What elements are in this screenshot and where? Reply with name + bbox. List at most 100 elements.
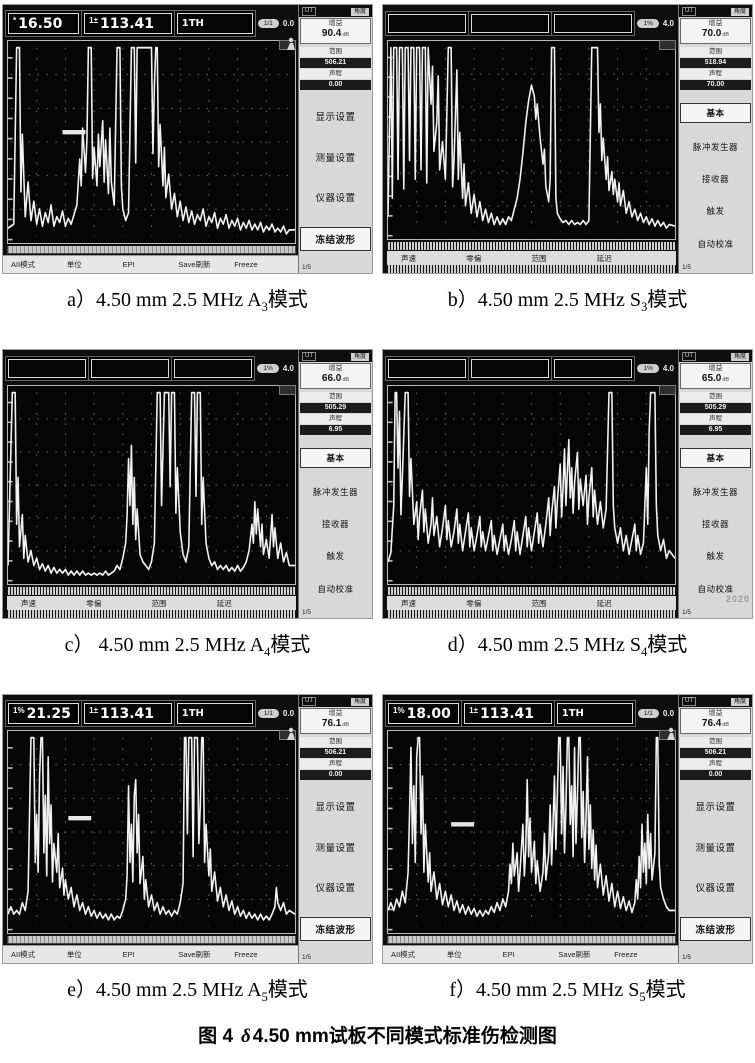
softkey[interactable]: 单位	[66, 950, 82, 959]
ruler-strip	[387, 265, 676, 273]
softkey[interactable]: EPI	[502, 950, 515, 959]
param-delay[interactable]: 延迟	[216, 598, 232, 608]
corner-chip	[659, 40, 676, 50]
sidebar-button-instrument-settings[interactable]: 仪器设置	[695, 883, 736, 895]
sidebar-button-pulser[interactable]: 脉冲发生器	[312, 486, 358, 497]
corner-chip	[659, 385, 676, 395]
softkey[interactable]: EPI	[122, 260, 135, 269]
reading-value: 1TH	[181, 17, 204, 29]
screen-main-area: 1% 4.0 声速 零偏 范围 延迟	[383, 350, 678, 618]
reading-box-mode: 1TH	[176, 12, 253, 34]
sidebar-button-trigger[interactable]: 触发	[706, 551, 725, 562]
panel-a: * 16.50 1± 113.41 1TH 1/1 0.0	[2, 4, 373, 274]
gate-status: 1% 4.0	[637, 363, 674, 373]
param-delay[interactable]: 延迟	[596, 598, 612, 608]
softkey[interactable]: Freeze	[234, 950, 258, 959]
reading-box-depth: * 16.50	[8, 12, 80, 34]
reading-bar: * 16.50 1± 113.41 1TH 1/1 0.0	[3, 5, 298, 40]
figure-number: 图 4	[198, 1026, 234, 1047]
reading-box-depth: 1% 18.00	[388, 702, 460, 724]
softkey[interactable]: AII模式	[391, 950, 416, 959]
softkey[interactable]: 单位	[446, 950, 462, 959]
gain-box: 增益 76.1dB	[300, 708, 371, 734]
reading-box-mode: 1TH	[556, 702, 633, 724]
sidebar-button-measure-settings[interactable]: 测量设置	[695, 842, 736, 854]
panel-caption-d: d）4.50 mm 2.5 MHz S4模式	[447, 634, 688, 659]
softkey[interactable]: Save刷新	[178, 260, 211, 269]
param-range[interactable]: 范围	[531, 253, 547, 263]
softkey[interactable]: AII模式	[11, 260, 36, 269]
sidebar-button-measure-settings[interactable]: 测量设置	[315, 152, 356, 164]
path-value: 0.00	[300, 770, 371, 780]
header-box	[554, 13, 633, 33]
ascan-display	[387, 385, 676, 585]
param-velocity[interactable]: 声速	[401, 598, 416, 608]
sidebar-button-basic[interactable]: 基本	[680, 103, 751, 124]
param-delay[interactable]: 延迟	[596, 253, 612, 263]
sidebar-button-receiver[interactable]: 接收器	[701, 173, 729, 184]
page-indicator: 1/5	[682, 264, 692, 271]
figure-cell-e: 1% 21.25 1± 113.41 1TH 1/1 0.0	[2, 694, 373, 1009]
gain-unit: dB	[722, 377, 730, 383]
sidebar-button-auto-cal[interactable]: 自动校准	[317, 583, 354, 594]
sidebar-menu: 基本 脉冲发生器 接收器 触发 自动校准	[299, 435, 372, 609]
sidebar-button-freeze-waveform[interactable]: 冻结波形	[300, 916, 371, 941]
softkey[interactable]: 单位	[66, 260, 82, 269]
path-label: 声程	[680, 759, 751, 769]
gain-unit: dB	[722, 722, 730, 728]
softkey[interactable]: EPI	[122, 950, 135, 959]
gain-unit: dB	[342, 377, 350, 383]
sidebar-button-basic[interactable]: 基本	[300, 448, 371, 469]
sidebar-button-display-settings[interactable]: 显示设置	[315, 802, 356, 814]
gain-unit: dB	[342, 722, 350, 728]
sidebar-button-freeze-waveform[interactable]: 冻结波形	[680, 916, 751, 941]
path-label: 声程	[680, 69, 751, 79]
range-label: 范围	[300, 392, 371, 402]
path-value: 6.95	[680, 425, 751, 435]
softkey[interactable]: Freeze	[234, 260, 258, 269]
range-value: 506.21	[300, 58, 371, 68]
sidebar-button-trigger[interactable]: 触发	[706, 206, 725, 217]
softkey[interactable]: Save刷新	[558, 950, 591, 959]
param-zero-offset[interactable]: 零偏	[466, 598, 482, 608]
sidebar-button-auto-cal[interactable]: 自动校准	[697, 583, 734, 594]
softkey[interactable]: Freeze	[614, 950, 638, 959]
sidebar-menu: 显示设置 测量设置 仪器设置 冻结波形	[299, 90, 372, 264]
param-zero-offset[interactable]: 零偏	[86, 598, 102, 608]
sidebar-button-receiver[interactable]: 接收器	[321, 518, 349, 529]
sidebar-button-auto-cal[interactable]: 自动校准	[697, 238, 734, 249]
ut-badge: UT	[302, 7, 316, 16]
param-zero-offset[interactable]: 零偏	[466, 253, 482, 263]
softkey[interactable]: AII模式	[11, 950, 36, 959]
sidebar-button-instrument-settings[interactable]: 仪器设置	[315, 883, 356, 895]
sidebar-button-pulser[interactable]: 脉冲发生器	[692, 486, 738, 497]
sidebar-button-freeze-waveform[interactable]: 冻结波形	[300, 226, 371, 251]
sidebar-button-pulser[interactable]: 脉冲发生器	[692, 141, 738, 152]
sidebar-button-measure-settings[interactable]: 测量设置	[315, 842, 356, 854]
sidebar-button-display-settings[interactable]: 显示设置	[315, 112, 356, 124]
sidebar-button-instrument-settings[interactable]: 仪器设置	[315, 193, 356, 205]
ruler-strip	[7, 587, 296, 595]
path-value: 70.00	[680, 80, 751, 90]
page-indicator: 1/5	[302, 954, 312, 961]
reading-value: 113.41	[479, 705, 534, 722]
param-range[interactable]: 范围	[151, 598, 167, 608]
ut-badge: UT	[682, 352, 696, 361]
sidebar-button-trigger[interactable]: 触发	[326, 551, 345, 562]
sidebar-button-display-settings[interactable]: 显示设置	[695, 802, 736, 814]
param-velocity[interactable]: 声速	[401, 253, 416, 263]
page-indicator: 1/5	[682, 609, 692, 616]
ut-badge: UT	[682, 697, 696, 706]
sidebar-button-basic[interactable]: 基本	[680, 448, 751, 469]
mode-strip: UT 角度	[679, 350, 752, 362]
sidebar-button-receiver[interactable]: 接收器	[701, 518, 729, 529]
path-label: 声程	[300, 414, 371, 424]
header-box	[174, 358, 253, 378]
screen-main-area: 1% 21.25 1± 113.41 1TH 1/1 0.0	[3, 695, 298, 963]
param-range[interactable]: 范围	[531, 598, 547, 608]
gain-unit: dB	[342, 32, 350, 38]
param-velocity[interactable]: 声速	[21, 598, 36, 608]
softkey[interactable]: Save刷新	[178, 950, 211, 959]
ascan-display	[387, 730, 676, 934]
reading-value: 113.41	[99, 705, 154, 722]
